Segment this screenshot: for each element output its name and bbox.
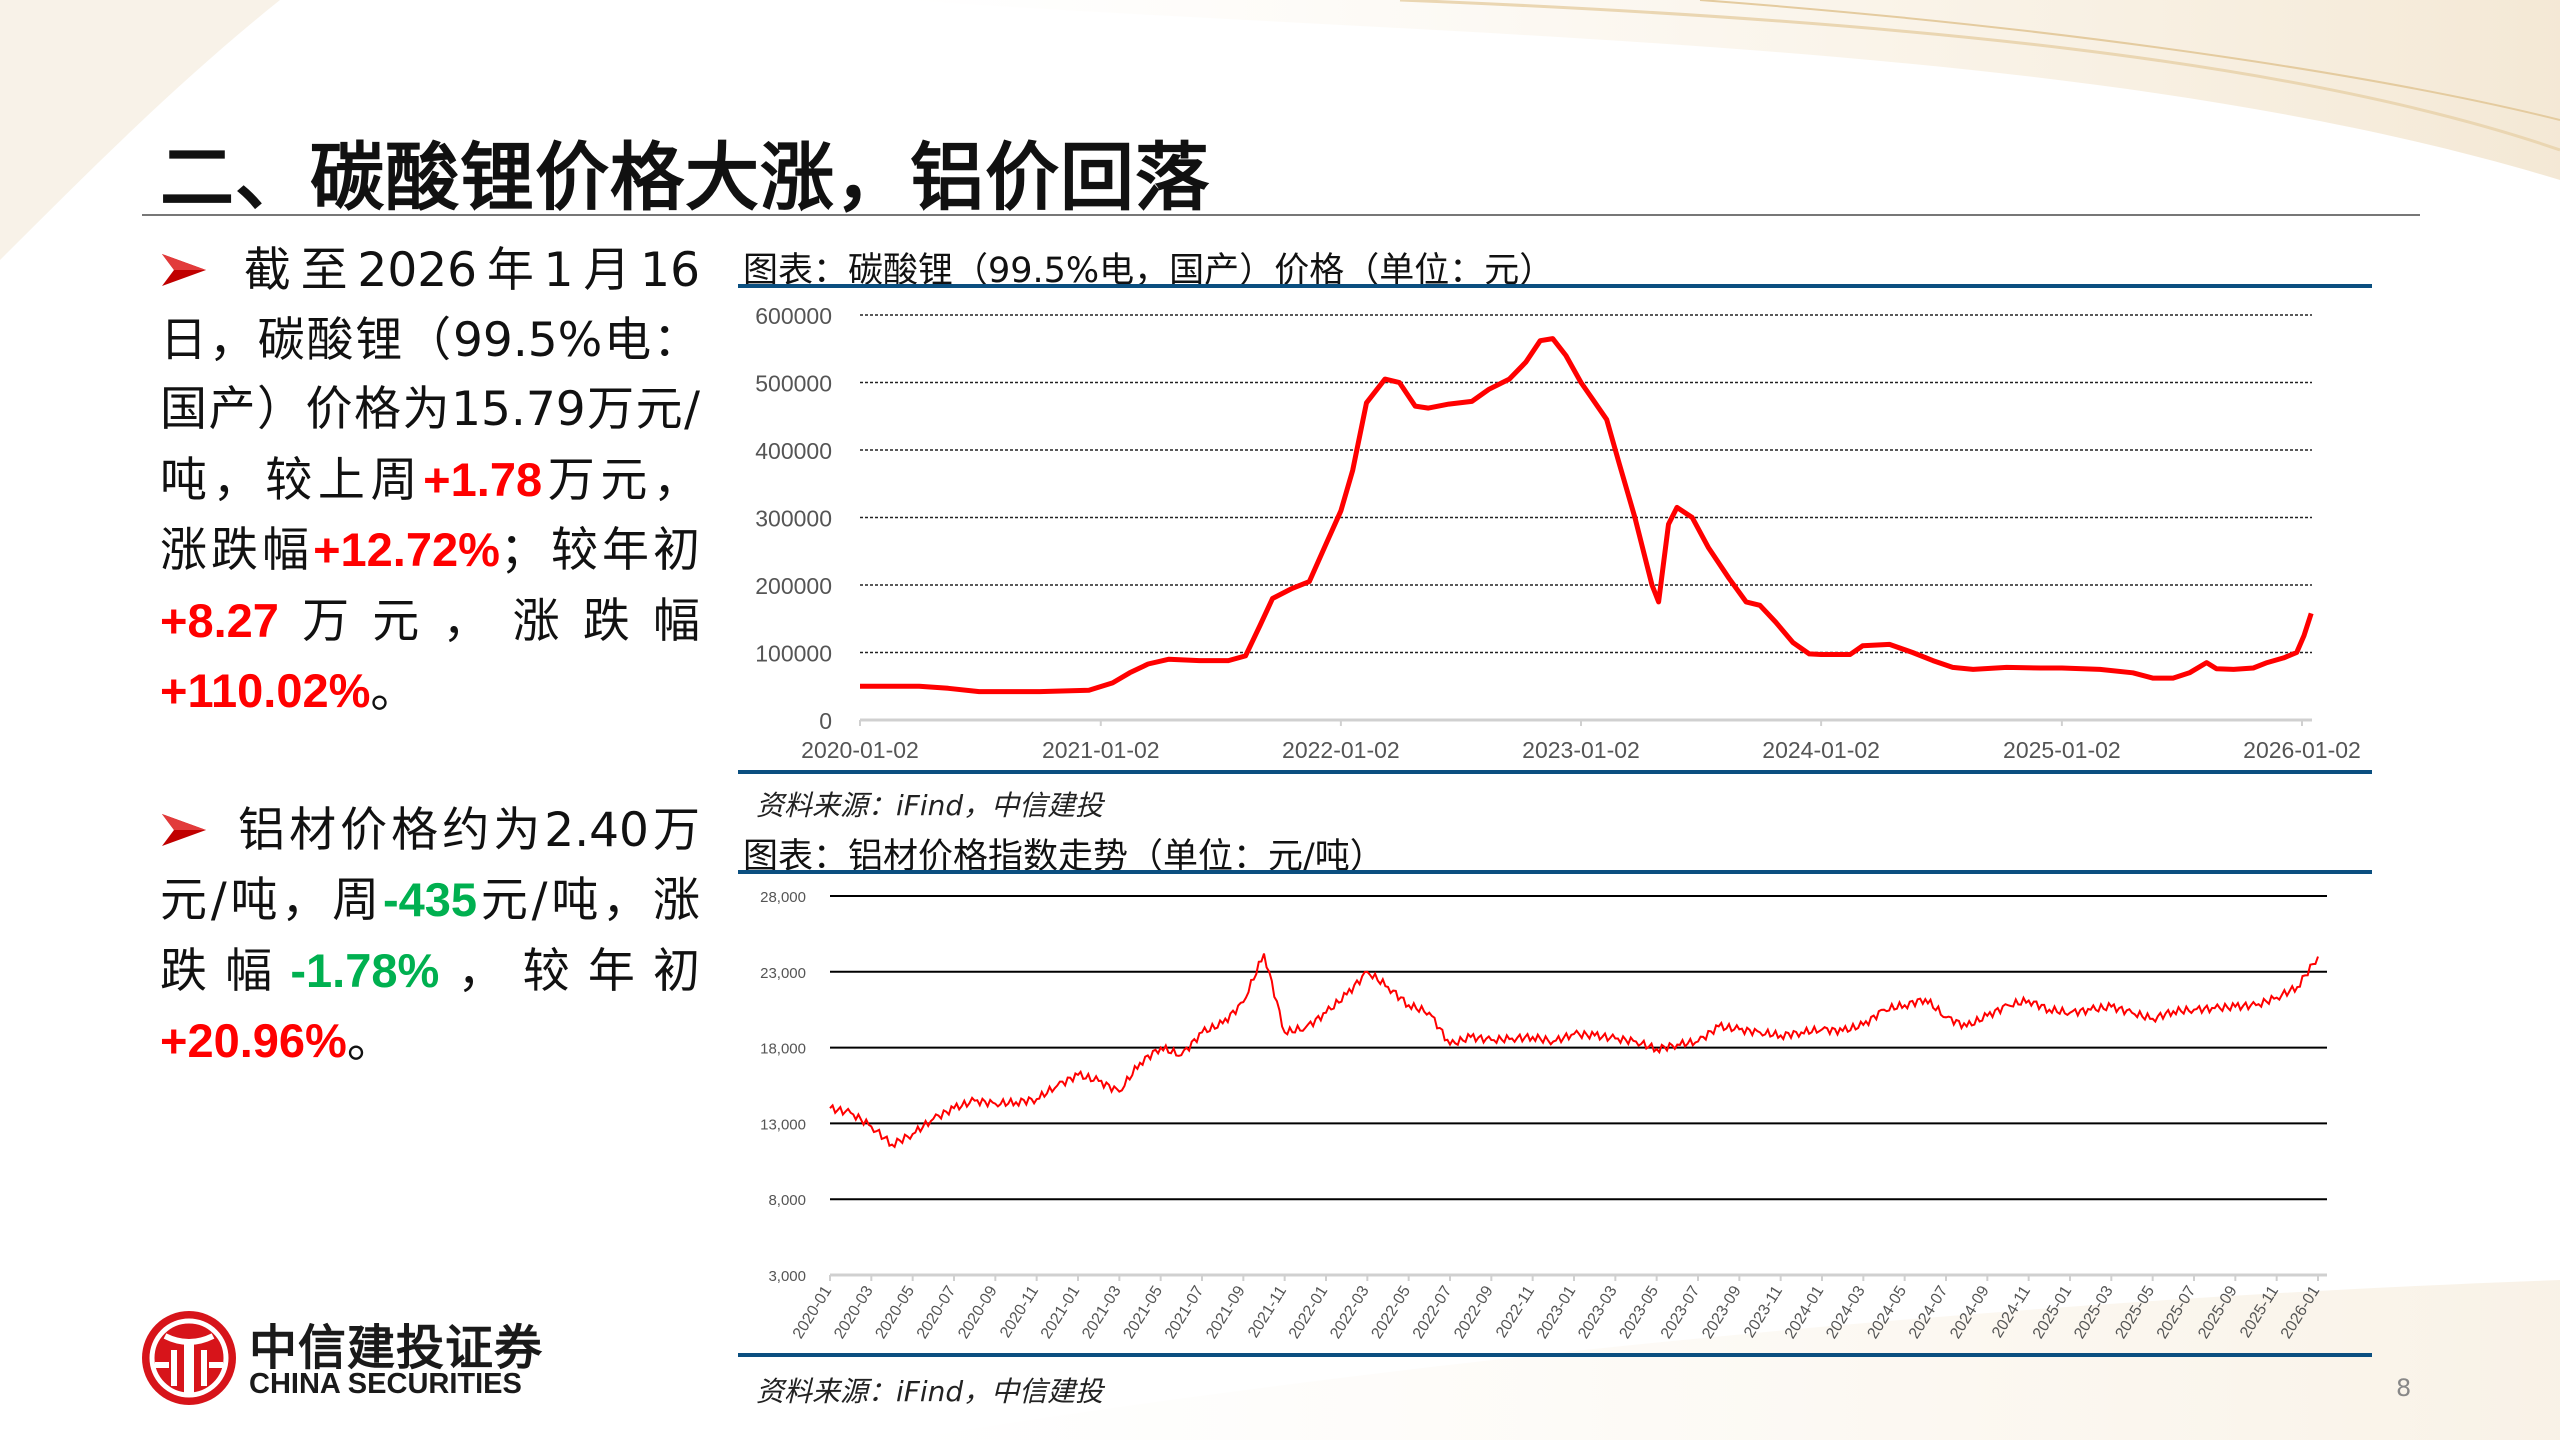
x-tick-label: 2022-05 xyxy=(1369,1283,1415,1342)
y-tick-label: 28,000 xyxy=(760,889,806,906)
lithium-price-line xyxy=(860,336,2314,695)
bullet-aluminum: 铝材价格约为2.40万元/吨，周-435元/吨，涨跌幅-1.78%，较年初 +20… xyxy=(160,796,700,1077)
y-tick-label: 0 xyxy=(819,708,832,734)
aluminum-price-line xyxy=(829,953,2319,1149)
x-tick-label: 2020-01-02 xyxy=(801,737,919,763)
x-tick-label: 2024-01-02 xyxy=(1762,737,1880,763)
x-tick-label: 2022-01-02 xyxy=(1282,737,1400,763)
arrow-bullet-icon xyxy=(162,813,206,846)
bullet-text: 。 xyxy=(370,664,418,719)
page-number: 8 xyxy=(2396,1374,2412,1402)
x-tick-label: 2024-09 xyxy=(1947,1283,1993,1342)
ytd-change-pct: +110.02% xyxy=(160,664,371,717)
y-tick-label: 18,000 xyxy=(760,1041,806,1058)
chart-rule xyxy=(738,1353,2372,1357)
weekly-change-pct: +12.72% xyxy=(313,523,500,576)
x-tick-label: 2025-03 xyxy=(2071,1283,2117,1342)
x-tick-label: 2021-01 xyxy=(1038,1283,1084,1342)
china-securities-logo: 中信建投证券 CHINA SECURITIES xyxy=(139,1306,559,1410)
bullet-text: 。 xyxy=(346,1014,394,1069)
x-tick-label: 2024-07 xyxy=(1906,1283,1952,1342)
chart-rule xyxy=(738,870,2372,874)
lithium-chart-source: 资料来源：iFind，中信建投 xyxy=(756,789,1104,822)
x-tick-label: 2026-01-02 xyxy=(2243,737,2361,763)
x-tick-label: 2024-05 xyxy=(1865,1283,1911,1342)
x-tick-label: 2020-05 xyxy=(873,1283,919,1342)
weekly-change-value: +1.78 xyxy=(423,452,543,506)
arrow-bullet-icon xyxy=(162,254,206,286)
bullet-text: 截至2026年1月16日，碳酸锂（99.5%电：国产）价格为15.79万元/吨，… xyxy=(160,243,700,508)
x-tick-label: 2022-09 xyxy=(1451,1283,1497,1342)
x-tick-label: 2021-09 xyxy=(1203,1283,1249,1342)
page-title: 二、碳酸锂价格大涨，铝价回落 xyxy=(160,135,1210,221)
x-tick-label: 2025-01 xyxy=(2030,1283,2076,1342)
x-tick-label: 2026-01 xyxy=(2278,1283,2324,1342)
y-tick-label: 600000 xyxy=(755,303,832,329)
bullet-text: 元/吨，涨跌幅 xyxy=(160,873,700,999)
y-tick-label: 23,000 xyxy=(760,965,806,982)
bullet-text: 万元，涨跌幅 xyxy=(160,452,701,579)
summary-bullets: 截至2026年1月16日，碳酸锂（99.5%电：国产）价格为15.79万元/吨，… xyxy=(160,236,700,1146)
x-tick-label: 2025-09 xyxy=(2195,1283,2241,1342)
x-tick-label: 2025-07 xyxy=(2154,1283,2200,1342)
title-divider xyxy=(142,214,2420,216)
aluminum-chart-source: 资料来源：iFind，中信建投 xyxy=(756,1375,1104,1408)
weekly-change-value: -435 xyxy=(382,873,478,926)
y-tick-label: 13,000 xyxy=(760,1116,806,1133)
x-tick-label: 2020-03 xyxy=(831,1283,877,1342)
bullet-lithium: 截至2026年1月16日，碳酸锂（99.5%电：国产）价格为15.79万元/吨，… xyxy=(160,236,700,727)
x-tick-label: 2025-01-02 xyxy=(2003,737,2121,763)
x-tick-label: 2023-09 xyxy=(1699,1283,1745,1342)
x-tick-label: 2021-07 xyxy=(1162,1283,1208,1342)
x-tick-label: 2024-03 xyxy=(1823,1283,1869,1342)
x-tick-label: 2021-01-02 xyxy=(1042,737,1160,763)
x-tick-label: 2023-11 xyxy=(1741,1283,1786,1341)
x-tick-label: 2023-01 xyxy=(1534,1283,1580,1342)
logo-chinese-name: 中信建投证券 xyxy=(249,1320,544,1376)
x-tick-label: 2020-07 xyxy=(914,1283,960,1342)
y-tick-label: 100000 xyxy=(755,641,832,667)
chart-rule xyxy=(738,770,2372,774)
x-tick-label: 2023-07 xyxy=(1658,1283,1704,1342)
y-tick-label: 3,000 xyxy=(768,1268,806,1285)
logo-emblem-icon xyxy=(142,1311,236,1405)
bullet-text: ，较年初 xyxy=(439,943,700,999)
y-tick-label: 8,000 xyxy=(768,1192,806,1209)
x-tick-label: 2020-11 xyxy=(997,1283,1042,1341)
x-tick-label: 2021-11 xyxy=(1245,1283,1290,1341)
ytd-change-value: +8.27 xyxy=(160,593,279,647)
weekly-change-pct: -1.78% xyxy=(290,943,440,997)
x-tick-label: 2023-03 xyxy=(1575,1283,1621,1342)
x-tick-label: 2022-03 xyxy=(1327,1283,1373,1342)
logo-english-name: CHINA SECURITIES xyxy=(249,1368,522,1400)
bullet-text: ；较年初 xyxy=(499,523,701,578)
x-tick-label: 2024-11 xyxy=(1989,1283,2034,1341)
y-tick-label: 300000 xyxy=(755,506,832,532)
x-tick-label: 2023-01-02 xyxy=(1522,737,1640,763)
x-tick-label: 2025-11 xyxy=(2237,1283,2282,1341)
x-tick-label: 2022-07 xyxy=(1410,1283,1456,1342)
x-tick-label: 2025-05 xyxy=(2113,1283,2159,1342)
y-tick-label: 200000 xyxy=(755,573,832,599)
x-tick-label: 2020-01 xyxy=(790,1283,836,1342)
ytd-change-pct: +20.96% xyxy=(160,1014,347,1067)
chart-rule xyxy=(738,284,2372,288)
x-tick-label: 2024-01 xyxy=(1782,1283,1828,1342)
x-tick-label: 2022-01 xyxy=(1286,1283,1332,1342)
x-tick-label: 2022-11 xyxy=(1493,1283,1538,1341)
x-tick-label: 2021-05 xyxy=(1121,1283,1167,1342)
bullet-text: 万元，涨跌幅 xyxy=(278,593,700,649)
x-tick-label: 2021-03 xyxy=(1079,1283,1125,1342)
bullet-text: 铝材价格约为2.40万元/吨，周 xyxy=(160,802,700,929)
y-tick-label: 500000 xyxy=(755,371,832,397)
x-tick-label: 2023-05 xyxy=(1617,1283,1663,1342)
y-tick-label: 400000 xyxy=(755,438,832,464)
x-tick-label: 2020-09 xyxy=(955,1283,1001,1342)
